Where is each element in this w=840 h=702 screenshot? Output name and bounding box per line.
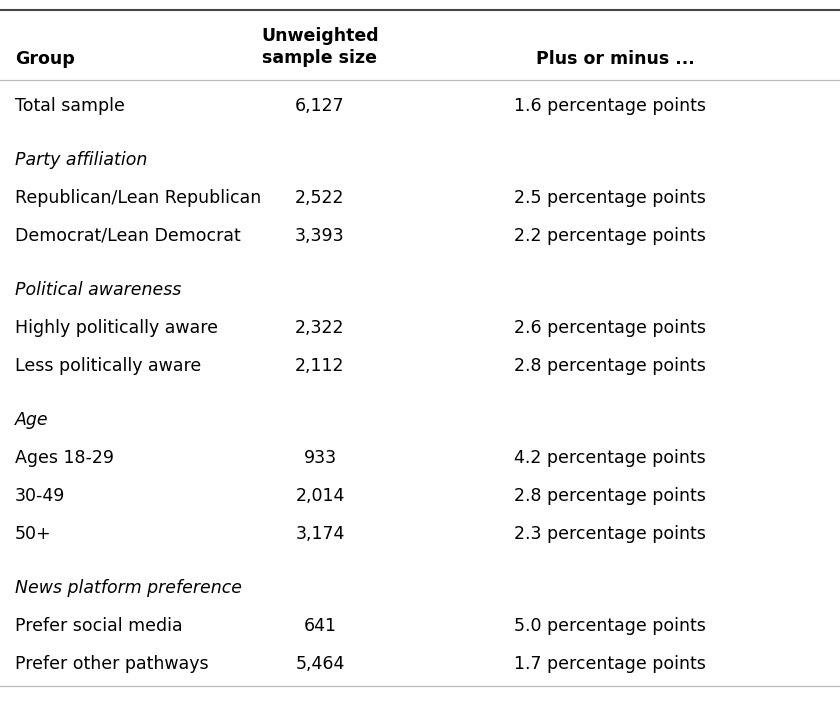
Text: 5,464: 5,464 xyxy=(296,655,344,673)
Text: News platform preference: News platform preference xyxy=(15,578,242,597)
Text: 3,174: 3,174 xyxy=(296,525,344,543)
Text: Republican/Lean Republican: Republican/Lean Republican xyxy=(15,189,261,207)
Text: 3,393: 3,393 xyxy=(295,227,344,245)
Text: 1.7 percentage points: 1.7 percentage points xyxy=(514,655,706,673)
Text: Highly politically aware: Highly politically aware xyxy=(15,319,218,337)
Text: 2.8 percentage points: 2.8 percentage points xyxy=(514,486,706,505)
Text: Political awareness: Political awareness xyxy=(15,281,181,299)
Text: Unweighted
sample size: Unweighted sample size xyxy=(261,27,379,67)
Text: Plus or minus ...: Plus or minus ... xyxy=(536,50,695,68)
Text: 2,112: 2,112 xyxy=(295,357,344,375)
Text: 6,127: 6,127 xyxy=(295,97,344,114)
Text: 5.0 percentage points: 5.0 percentage points xyxy=(514,617,706,635)
Text: 2,014: 2,014 xyxy=(296,486,344,505)
Text: Democrat/Lean Democrat: Democrat/Lean Democrat xyxy=(15,227,241,245)
Text: 4.2 percentage points: 4.2 percentage points xyxy=(514,449,706,467)
Text: 2,522: 2,522 xyxy=(295,189,344,207)
Text: 2,322: 2,322 xyxy=(295,319,344,337)
Text: 30-49: 30-49 xyxy=(15,486,66,505)
Text: 2.3 percentage points: 2.3 percentage points xyxy=(514,525,706,543)
Text: Less politically aware: Less politically aware xyxy=(15,357,202,375)
Text: Ages 18-29: Ages 18-29 xyxy=(15,449,114,467)
Text: Party affiliation: Party affiliation xyxy=(15,151,147,168)
Text: 2.8 percentage points: 2.8 percentage points xyxy=(514,357,706,375)
Text: 933: 933 xyxy=(303,449,337,467)
Text: 2.5 percentage points: 2.5 percentage points xyxy=(514,189,706,207)
Text: Prefer other pathways: Prefer other pathways xyxy=(15,655,208,673)
Text: 2.6 percentage points: 2.6 percentage points xyxy=(514,319,706,337)
Text: Total sample: Total sample xyxy=(15,97,125,114)
Text: 50+: 50+ xyxy=(15,525,51,543)
Text: 641: 641 xyxy=(303,617,337,635)
Text: Group: Group xyxy=(15,50,75,68)
Text: Prefer social media: Prefer social media xyxy=(15,617,182,635)
Text: Age: Age xyxy=(15,411,49,429)
Text: 1.6 percentage points: 1.6 percentage points xyxy=(514,97,706,114)
Text: 2.2 percentage points: 2.2 percentage points xyxy=(514,227,706,245)
